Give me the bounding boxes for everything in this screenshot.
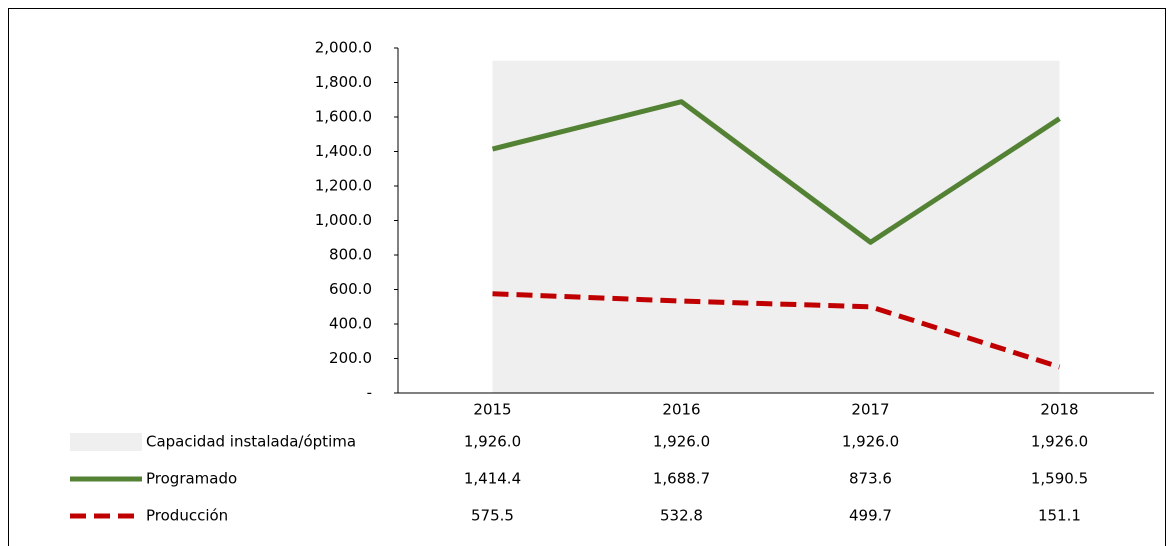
y-tick-label: 1,000.0 <box>315 211 372 229</box>
y-tick-label: 1,600.0 <box>315 108 372 126</box>
table-value: 151.1 <box>1038 507 1081 525</box>
x-tick-label: 2018 <box>1040 401 1078 419</box>
table-value: 1,688.7 <box>653 470 710 488</box>
y-tick-label: 800.0 <box>329 246 372 264</box>
legend-key <box>70 433 142 451</box>
table-value: 1,926.0 <box>1031 433 1088 451</box>
legend-label: Producción <box>146 507 228 525</box>
y-tick-label: - <box>367 384 372 402</box>
table-value: 1,590.5 <box>1031 470 1088 488</box>
table-value: 575.5 <box>471 507 514 525</box>
area <box>492 60 1060 393</box>
x-tick-label: 2017 <box>851 401 889 419</box>
x-tick-label: 2015 <box>473 401 511 419</box>
chart-border <box>8 8 1166 546</box>
y-tick-label: 600.0 <box>329 280 372 298</box>
table-value: 1,926.0 <box>653 433 710 451</box>
line <box>491 99 1061 245</box>
y-tick-label: 1,800.0 <box>315 73 372 91</box>
y-tick-label: 2,000.0 <box>315 39 372 57</box>
y-tick-label: 200.0 <box>329 349 372 367</box>
y-tick-label: 1,400.0 <box>315 142 372 160</box>
legend-label: Programado <box>146 470 237 488</box>
x-tick-label: 2016 <box>662 401 700 419</box>
table-value: 873.6 <box>849 470 892 488</box>
table-value: 1,926.0 <box>464 433 521 451</box>
table-value: 1,926.0 <box>842 433 899 451</box>
y-tick-label: 1,200.0 <box>315 177 372 195</box>
y-tick-label: 400.0 <box>329 315 372 333</box>
table-value: 1,414.4 <box>464 470 521 488</box>
table-value: 532.8 <box>660 507 703 525</box>
table-value: 499.7 <box>849 507 892 525</box>
legend-label: Capacidad instalada/óptima <box>146 433 356 451</box>
